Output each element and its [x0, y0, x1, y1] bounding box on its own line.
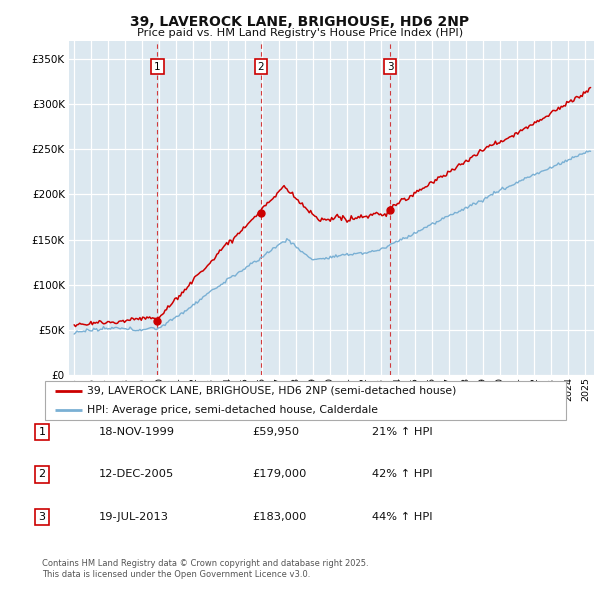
Text: 39, LAVEROCK LANE, BRIGHOUSE, HD6 2NP (semi-detached house): 39, LAVEROCK LANE, BRIGHOUSE, HD6 2NP (s…	[87, 386, 456, 396]
FancyBboxPatch shape	[44, 381, 566, 420]
Text: Contains HM Land Registry data © Crown copyright and database right 2025.
This d: Contains HM Land Registry data © Crown c…	[42, 559, 368, 579]
Text: 3: 3	[38, 512, 46, 522]
Text: 2: 2	[38, 470, 46, 479]
Text: 1: 1	[38, 427, 46, 437]
Text: £183,000: £183,000	[252, 512, 307, 522]
Text: 18-NOV-1999: 18-NOV-1999	[99, 427, 175, 437]
Text: Price paid vs. HM Land Registry's House Price Index (HPI): Price paid vs. HM Land Registry's House …	[137, 28, 463, 38]
Text: HPI: Average price, semi-detached house, Calderdale: HPI: Average price, semi-detached house,…	[87, 405, 378, 415]
Text: 1: 1	[154, 61, 161, 71]
Text: £179,000: £179,000	[252, 470, 307, 479]
Text: £59,950: £59,950	[252, 427, 299, 437]
Text: 3: 3	[387, 61, 394, 71]
Text: 2: 2	[257, 61, 264, 71]
Text: 21% ↑ HPI: 21% ↑ HPI	[372, 427, 433, 437]
Text: 39, LAVEROCK LANE, BRIGHOUSE, HD6 2NP: 39, LAVEROCK LANE, BRIGHOUSE, HD6 2NP	[130, 15, 470, 29]
Text: 44% ↑ HPI: 44% ↑ HPI	[372, 512, 433, 522]
Text: 42% ↑ HPI: 42% ↑ HPI	[372, 470, 433, 479]
Text: 12-DEC-2005: 12-DEC-2005	[99, 470, 174, 479]
Text: 19-JUL-2013: 19-JUL-2013	[99, 512, 169, 522]
